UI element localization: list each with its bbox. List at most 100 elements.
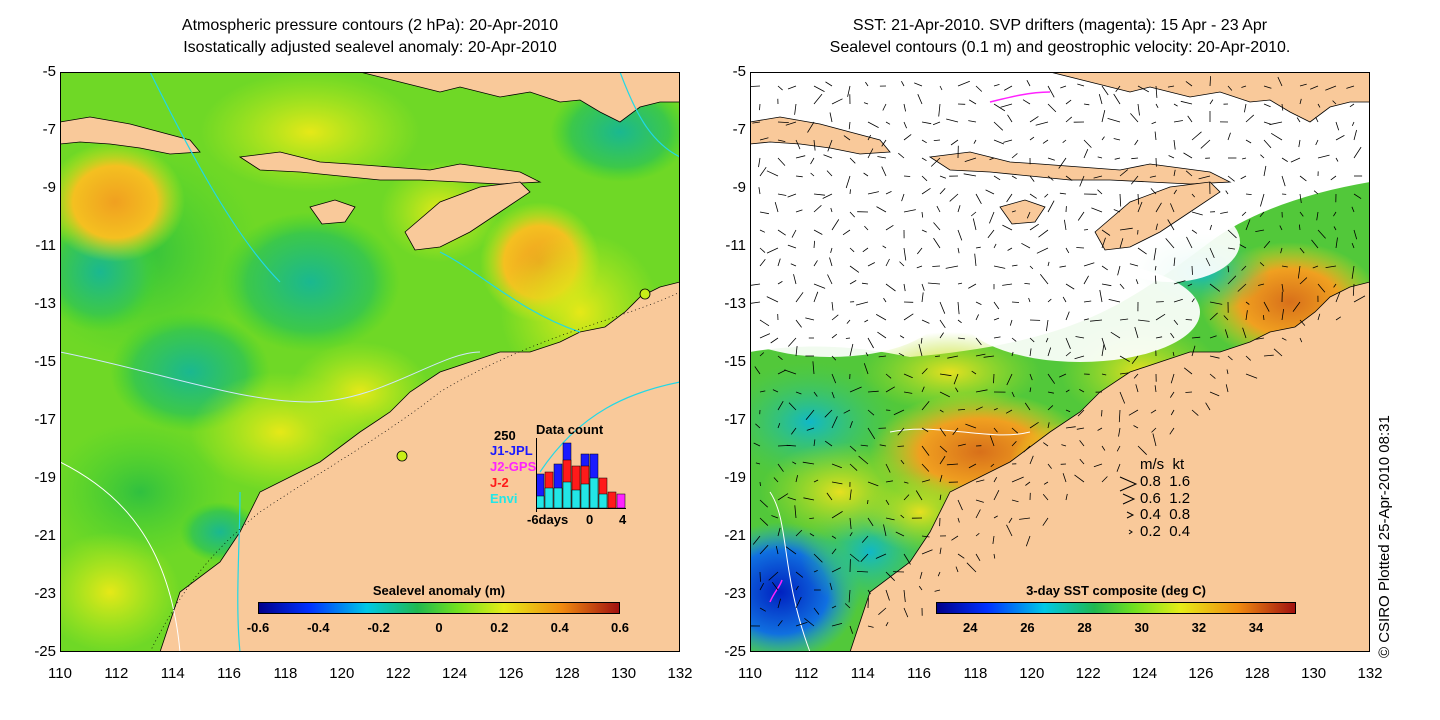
velocity-arrow <box>1205 402 1211 411</box>
velocity-arrow <box>793 274 797 285</box>
velocity-arrow <box>1165 238 1175 249</box>
velocity-arrow <box>1110 331 1121 339</box>
velocity-arrow <box>1047 422 1050 429</box>
velocity-arrow <box>1097 156 1103 159</box>
velocity-arrow <box>1226 369 1229 375</box>
velocity-arrow <box>831 567 841 573</box>
velocity-arrow <box>777 369 787 375</box>
velocity-arrow <box>903 391 913 394</box>
velocity-arrow <box>1043 481 1049 485</box>
velocity-arrow <box>1317 313 1321 321</box>
velocity-arrow <box>885 499 890 506</box>
velocity-arrow <box>1353 129 1357 141</box>
velocity-arrow <box>759 544 769 555</box>
x-tick-label: 130 <box>611 665 637 682</box>
right-title-line2: Sealevel contours (0.1 m) and geostrophi… <box>829 39 1291 56</box>
velocity-arrow <box>826 170 833 177</box>
velocity-arrow <box>1353 193 1362 199</box>
velocity-arrow <box>770 337 779 344</box>
velocity-arrow <box>867 148 874 159</box>
velocity-arrow <box>775 546 779 555</box>
java-land <box>60 116 201 155</box>
velocity-arrow <box>1083 300 1092 303</box>
velocity-arrow <box>1011 153 1018 159</box>
velocity-arrow <box>975 301 982 305</box>
velocity-arrow <box>921 292 924 303</box>
velocity-arrow <box>759 499 768 508</box>
velocity-arrow <box>759 319 770 327</box>
velocity-arrow <box>1101 409 1103 417</box>
colorbar-tick-label: 28 <box>1077 620 1092 635</box>
sst-colorbar <box>936 602 1296 614</box>
velocity-arrow <box>777 527 781 537</box>
velocity-arrow <box>903 209 916 213</box>
velocity-arrow <box>1198 175 1211 180</box>
velocity-arrow <box>813 229 823 235</box>
velocity-arrow <box>813 139 816 151</box>
velocity-arrow <box>1149 175 1157 178</box>
velocity-arrow <box>1316 211 1319 221</box>
velocity-arrow <box>903 313 914 321</box>
velocity-arrow <box>1259 262 1265 267</box>
velocity-arrow <box>957 517 960 523</box>
velocity-arrow <box>759 571 761 582</box>
velocity-arrow <box>860 553 869 562</box>
velocity-arrow <box>1353 146 1362 159</box>
velocity-arrow <box>993 336 1001 339</box>
velocity-arrow <box>918 343 923 357</box>
velocity-arrow <box>1065 351 1071 357</box>
velocity-arrow <box>759 229 766 233</box>
velocity-arrow <box>1335 121 1340 131</box>
velocity-arrow <box>1083 139 1092 148</box>
velocity-arrow <box>1353 295 1366 303</box>
velocity-arrow <box>1007 247 1013 251</box>
velocity-arrow <box>939 455 946 465</box>
x-tick-label: 118 <box>273 665 298 682</box>
velocity-arrow <box>1011 337 1017 342</box>
y-tick-label: -23 <box>724 585 746 602</box>
velocity-arrow <box>927 282 941 285</box>
colorbar-tick-label: 0 <box>435 620 443 635</box>
velocity-arrow <box>993 301 1000 310</box>
velocity-arrow <box>968 283 977 289</box>
velocity-arrow <box>1130 113 1139 123</box>
velocity-arrow <box>813 570 818 573</box>
velocity-arrow <box>1173 189 1177 195</box>
velocity-arrow <box>1173 139 1176 150</box>
velocity-arrow <box>1011 499 1019 503</box>
velocity-arrow <box>1209 301 1223 305</box>
velocity-arrow <box>849 386 862 393</box>
velocity-arrow <box>1119 355 1130 362</box>
australia-land <box>849 281 1370 652</box>
velocity-arrow <box>921 479 931 483</box>
velocity-arrow <box>791 229 797 238</box>
velocity-arrow <box>879 444 887 447</box>
velocity-arrow <box>759 259 766 267</box>
velocity-arrow <box>1187 115 1193 123</box>
velocity-arrow <box>1059 265 1067 268</box>
velocity-arrow <box>777 493 789 501</box>
colorbar-tick-label: 26 <box>1020 620 1035 635</box>
velocity-arrow <box>1191 336 1201 339</box>
velocity-arrow <box>968 463 977 469</box>
velocity-arrow <box>1026 211 1031 219</box>
velocity-arrow <box>831 511 843 519</box>
velocity-arrow <box>856 571 869 573</box>
velocity-arrow <box>897 445 905 447</box>
velocity-arrow <box>831 314 839 321</box>
velocity-arrow <box>1019 517 1031 520</box>
velocity-arrow <box>1191 193 1196 198</box>
pressure-contour <box>539 381 680 473</box>
velocity-arrow <box>824 440 833 447</box>
y-tick-label: -19 <box>34 469 56 486</box>
velocity-arrow <box>785 546 797 555</box>
velocity-arrow <box>1134 326 1139 339</box>
velocity-arrow <box>1023 445 1031 453</box>
velocity-arrow <box>795 571 804 578</box>
x-tick-label: 132 <box>1357 665 1383 682</box>
y-tick-label: -17 <box>724 411 746 428</box>
velocity-arrow <box>1200 139 1211 149</box>
velocity-arrow <box>787 193 797 198</box>
velocity-arrow <box>1317 103 1321 108</box>
velocity-arrow <box>849 489 852 501</box>
